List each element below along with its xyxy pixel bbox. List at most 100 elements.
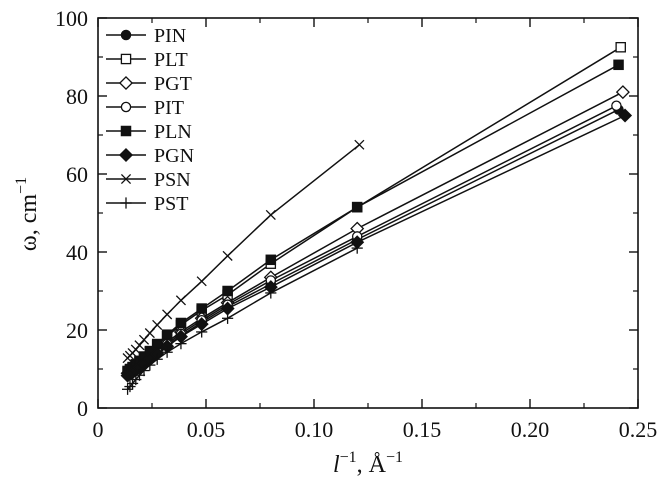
legend-item-pgn: PGN bbox=[106, 145, 194, 167]
x-axis-title-unit: , Å bbox=[357, 452, 387, 478]
data-point bbox=[118, 75, 134, 91]
marker-psn bbox=[265, 209, 276, 221]
marker-pgt bbox=[118, 75, 134, 91]
legend-label: PGN bbox=[154, 145, 194, 167]
marker-psn bbox=[222, 250, 233, 261]
data-point bbox=[615, 85, 630, 100]
x-tick-label: 0.25 bbox=[619, 417, 658, 442]
marker-pln bbox=[265, 254, 277, 266]
data-point bbox=[265, 209, 276, 221]
marker-psn bbox=[144, 328, 155, 339]
marker-pst bbox=[265, 287, 277, 299]
series-line bbox=[127, 105, 617, 375]
data-point bbox=[120, 101, 132, 113]
legend-item-psn: PSN bbox=[106, 169, 191, 191]
data-point bbox=[161, 329, 173, 340]
marker-pst bbox=[351, 242, 363, 254]
y-axis-title: ω, cm−1 bbox=[13, 177, 42, 251]
data-point bbox=[196, 276, 207, 287]
y-tick-label: 60 bbox=[66, 162, 88, 187]
marker-psn bbox=[196, 276, 207, 287]
y-tick-label: 40 bbox=[66, 240, 88, 265]
data-point bbox=[222, 250, 233, 261]
data-point bbox=[615, 42, 626, 53]
data-point bbox=[222, 285, 233, 297]
data-point bbox=[120, 173, 132, 185]
x-tick-label: 0.10 bbox=[295, 417, 334, 442]
y-tick-label: 100 bbox=[55, 6, 88, 31]
data-point bbox=[351, 201, 363, 213]
marker-pin bbox=[120, 29, 132, 41]
marker-pst bbox=[175, 338, 187, 350]
legend-item-pin: PIN bbox=[106, 25, 186, 47]
series-layer bbox=[120, 42, 633, 395]
marker-pln bbox=[196, 303, 207, 314]
data-point bbox=[162, 309, 173, 320]
y-tick-label: 80 bbox=[66, 84, 88, 109]
legend-item-pln: PLN bbox=[106, 121, 192, 143]
marker-pst bbox=[151, 353, 163, 365]
x-axis-title-sup: −1 bbox=[386, 449, 403, 466]
data-point bbox=[118, 147, 134, 163]
marker-pst bbox=[138, 364, 150, 377]
data-point bbox=[196, 303, 207, 314]
data-point bbox=[120, 125, 132, 137]
marker-pgt bbox=[615, 85, 630, 100]
data-point bbox=[175, 317, 187, 329]
series-pin bbox=[122, 104, 624, 381]
legend-label: PSN bbox=[154, 169, 191, 191]
legend-label: PGT bbox=[154, 73, 192, 95]
y-tick-label: 20 bbox=[66, 318, 88, 343]
legend-item-pit: PIT bbox=[106, 97, 184, 119]
series-pgt bbox=[120, 85, 630, 381]
series-pgn bbox=[120, 108, 633, 383]
legend-item-pgt: PGT bbox=[106, 73, 192, 95]
marker-pln bbox=[120, 125, 132, 137]
series-pit bbox=[122, 100, 622, 380]
x-tick-label: 0 bbox=[93, 417, 104, 442]
series-pst bbox=[121, 242, 363, 395]
marker-pln bbox=[161, 329, 173, 340]
x-tick-label: 0.05 bbox=[187, 417, 226, 442]
marker-pit bbox=[120, 101, 132, 113]
marker-pst bbox=[196, 326, 208, 338]
series-pln bbox=[122, 59, 624, 377]
marker-pln bbox=[222, 285, 233, 297]
legend-label: PST bbox=[154, 193, 188, 215]
x-axis-title-sup: −1 bbox=[340, 449, 357, 466]
y-axis-title-sup: −1 bbox=[13, 177, 30, 194]
x-tick-label: 0.15 bbox=[403, 417, 442, 442]
data-point bbox=[120, 53, 132, 65]
legend-label: PIN bbox=[154, 25, 186, 47]
marker-pst bbox=[121, 383, 134, 395]
marker-pst bbox=[133, 369, 146, 381]
y-tick-label: 0 bbox=[77, 396, 88, 421]
data-point bbox=[613, 59, 624, 71]
y-axis-title-var: ω, cm bbox=[16, 194, 42, 251]
axes-layer: 0 0.05 0.10 0.15 0.20 0.25 0 20 40 60 80 100 bbox=[55, 6, 657, 442]
series-psn bbox=[122, 139, 365, 364]
marker-pst bbox=[161, 346, 173, 358]
marker-pst bbox=[144, 359, 156, 371]
marker-psn bbox=[152, 319, 163, 330]
marker-plt bbox=[120, 53, 132, 65]
legend-label: PLT bbox=[154, 49, 188, 71]
data-point bbox=[144, 328, 155, 339]
legend-item-pst: PST bbox=[106, 193, 188, 215]
x-axis-title: l−1, Å−1 bbox=[333, 449, 403, 478]
marker-pst bbox=[120, 197, 132, 209]
marker-pst bbox=[222, 312, 234, 324]
marker-pit bbox=[611, 100, 622, 112]
data-point bbox=[618, 108, 633, 123]
marker-psn bbox=[134, 340, 145, 351]
data-point bbox=[175, 295, 187, 306]
data-point bbox=[152, 319, 163, 330]
x-axis-title-var: l bbox=[333, 452, 340, 478]
marker-psn bbox=[354, 139, 365, 150]
marker-pgn bbox=[118, 147, 134, 163]
data-point bbox=[265, 254, 277, 266]
data-point bbox=[134, 340, 145, 351]
